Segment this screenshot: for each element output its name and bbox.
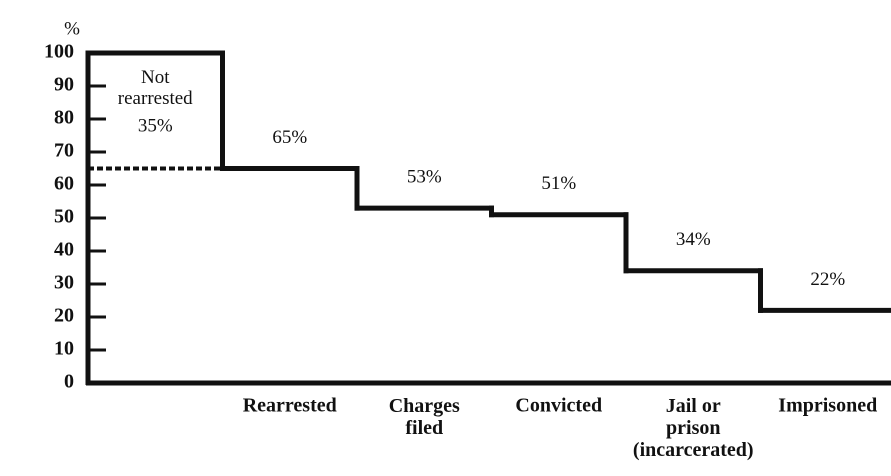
y-tick-label: 30 [54, 272, 74, 294]
x-tick-label: Jail or prison (incarcerated) [633, 395, 754, 461]
y-axis-label: % [64, 18, 80, 39]
value-label: 65% [272, 127, 307, 148]
y-tick-label: 70 [54, 140, 74, 162]
value-label: 34% [676, 229, 711, 250]
y-tick-label: 90 [54, 74, 74, 96]
annotation: Not rearrested [118, 67, 193, 109]
x-tick-label: Charges filed [389, 395, 460, 439]
x-tick-label: Rearrested [243, 395, 337, 417]
y-tick-label: 80 [54, 107, 74, 129]
value-label: 53% [407, 166, 442, 187]
x-tick-label: Convicted [515, 395, 602, 417]
y-tick-label: 0 [64, 371, 74, 393]
x-tick-label: Imprisoned [778, 395, 877, 417]
y-tick-label: 60 [54, 173, 74, 195]
y-tick-label: 50 [54, 206, 74, 228]
annotation-label: 35% [138, 115, 173, 136]
value-label: 22% [810, 269, 845, 290]
y-tick-label: 100 [44, 41, 74, 63]
value-label: 51% [541, 173, 576, 194]
y-tick-label: 40 [54, 239, 74, 261]
y-tick-label: 10 [54, 338, 74, 360]
y-tick-label: 20 [54, 305, 74, 327]
